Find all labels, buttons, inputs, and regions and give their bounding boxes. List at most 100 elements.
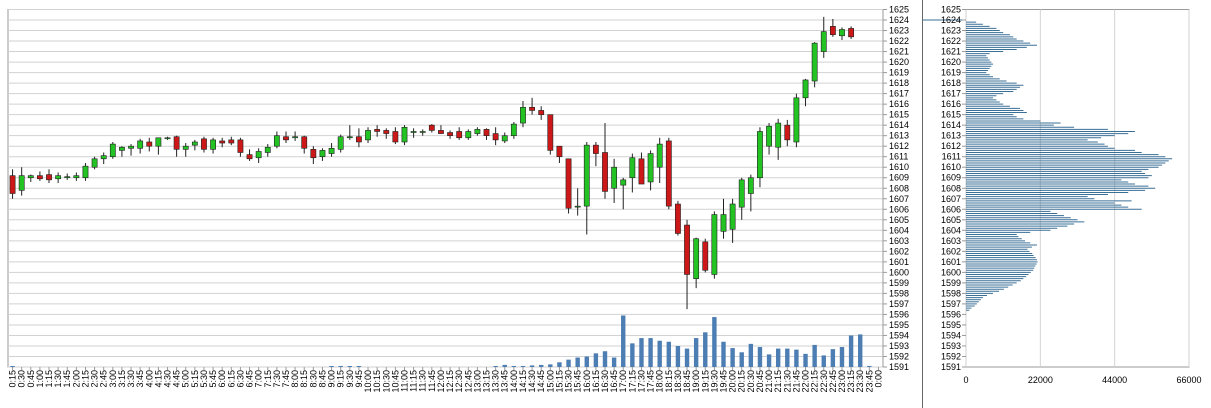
volume-bar bbox=[775, 348, 781, 367]
candle-body bbox=[37, 175, 43, 180]
candle-body bbox=[629, 157, 636, 179]
candle-body bbox=[784, 124, 791, 141]
x-tick-label: 8:45 bbox=[317, 370, 327, 388]
volume-bar bbox=[529, 365, 535, 367]
y-tick-label: 1622 bbox=[941, 36, 961, 46]
candle-body bbox=[583, 144, 590, 207]
candle-body bbox=[283, 136, 289, 141]
y-tick-label: 1596 bbox=[941, 309, 961, 319]
candle-body bbox=[529, 106, 535, 111]
candle-body bbox=[483, 129, 490, 136]
x-tick-label: 3:15 bbox=[117, 370, 127, 388]
y-tick-label: 1594 bbox=[889, 330, 909, 340]
candle-body bbox=[775, 122, 782, 148]
x-tick-label: 5:45 bbox=[208, 370, 218, 388]
y-tick-label: 1592 bbox=[889, 351, 909, 361]
x-tick-label: 21:15 bbox=[773, 370, 783, 393]
x-tick-label: 16:45 bbox=[609, 370, 619, 393]
y-tick-label: 1616 bbox=[889, 99, 909, 109]
candle-body bbox=[137, 140, 144, 149]
x-tick-label: 14:15 bbox=[518, 370, 528, 393]
candle-body bbox=[757, 131, 763, 179]
y-tick-label: 1600 bbox=[941, 267, 961, 277]
y-tick-label: 1593 bbox=[889, 341, 909, 351]
x-tick-label: 11:15 bbox=[409, 370, 419, 392]
y-tick-label: 1620 bbox=[941, 57, 961, 67]
x-tick-label: 22000 bbox=[1028, 375, 1053, 385]
candle-body bbox=[146, 141, 153, 147]
y-tick-label: 1617 bbox=[941, 89, 961, 99]
x-tick-label: 15:15 bbox=[554, 370, 564, 393]
volume-bar bbox=[675, 345, 681, 367]
volume-bar bbox=[794, 349, 799, 367]
y-tick-label: 1596 bbox=[889, 309, 909, 319]
volume-bar bbox=[630, 343, 635, 367]
y-tick-label: 1603 bbox=[941, 236, 961, 246]
x-tick-label: 3:30 bbox=[126, 370, 136, 388]
y-tick-label: 1599 bbox=[941, 278, 961, 288]
y-tick-label: 1606 bbox=[941, 204, 961, 214]
y-tick-label: 1601 bbox=[941, 257, 961, 267]
candle-body bbox=[793, 97, 800, 143]
y-tick-label: 1621 bbox=[889, 47, 909, 57]
y-tick-label: 1615 bbox=[889, 110, 909, 120]
x-tick-label: 2:00 bbox=[71, 370, 81, 388]
x-tick-label: 19:45 bbox=[718, 370, 728, 393]
x-tick-label: 18:00 bbox=[655, 370, 665, 393]
y-tick-label: 1594 bbox=[941, 330, 961, 340]
volume-profile-chart: 1591159215931594159515961597159815991600… bbox=[923, 5, 1202, 385]
candle-body bbox=[665, 140, 672, 207]
y-tick-label: 1608 bbox=[889, 183, 909, 193]
candle-body bbox=[328, 147, 335, 154]
x-tick-label: 5:30 bbox=[199, 370, 209, 388]
profile-bars bbox=[923, 19, 1173, 311]
volume-bar bbox=[721, 341, 726, 367]
candle-body bbox=[675, 203, 681, 234]
candle-body bbox=[419, 131, 426, 133]
candle-body bbox=[356, 136, 362, 143]
y-tick-label: 1614 bbox=[941, 120, 961, 130]
candle-body bbox=[702, 241, 709, 271]
y-tick-label: 1592 bbox=[941, 351, 961, 361]
x-tick-label: 8:15 bbox=[299, 370, 309, 388]
candle-body bbox=[319, 150, 326, 158]
x-tick-label: 12:00 bbox=[436, 370, 446, 393]
x-tick-label: 19:30 bbox=[709, 370, 719, 393]
x-tick-label: 0:15 bbox=[8, 370, 18, 388]
x-tick-label: 9:00 bbox=[327, 370, 337, 388]
candle-body bbox=[119, 146, 125, 151]
x-tick-label: 7:00 bbox=[254, 370, 264, 388]
y-tick-label: 1597 bbox=[889, 299, 909, 309]
price-volume-chart: 1591159215931594159515961597159815991600… bbox=[7, 5, 909, 393]
candle-body bbox=[164, 137, 171, 140]
y-tick-label: 1605 bbox=[889, 215, 909, 225]
y-tick-label: 1619 bbox=[941, 68, 961, 78]
volume-bar bbox=[356, 366, 362, 367]
y-tick-label: 1603 bbox=[889, 236, 909, 246]
x-tick-label: 15:45 bbox=[573, 370, 583, 393]
candle-body bbox=[729, 203, 736, 230]
x-tick-label: 0:30 bbox=[17, 370, 27, 388]
x-tick-label: 16:00 bbox=[582, 370, 592, 393]
y-tick-label: 1609 bbox=[941, 173, 961, 183]
volume-bar bbox=[821, 355, 826, 367]
x-tick-label: 20:00 bbox=[728, 370, 738, 393]
volume-bar bbox=[830, 349, 836, 367]
x-tick-label: 17:15 bbox=[627, 370, 637, 393]
volume-bar bbox=[867, 365, 872, 367]
volume-bar bbox=[611, 357, 617, 367]
profile-y-axis: 1591159215931594159515961597159815991600… bbox=[941, 5, 966, 372]
y-tick-label: 1612 bbox=[941, 141, 961, 151]
y-tick-label: 1599 bbox=[889, 278, 909, 288]
candle-body bbox=[829, 26, 836, 36]
candle-body bbox=[638, 158, 645, 185]
volume-bar bbox=[621, 315, 626, 367]
y-tick-label: 1620 bbox=[889, 57, 909, 67]
candle-body bbox=[383, 130, 390, 134]
volume-bar bbox=[848, 335, 854, 367]
y-tick-label: 1606 bbox=[889, 204, 909, 214]
candle-body bbox=[173, 136, 180, 150]
x-tick-label: 7:45 bbox=[281, 370, 291, 388]
y-tick-label: 1601 bbox=[889, 257, 909, 267]
y-tick-label: 1608 bbox=[941, 183, 961, 193]
